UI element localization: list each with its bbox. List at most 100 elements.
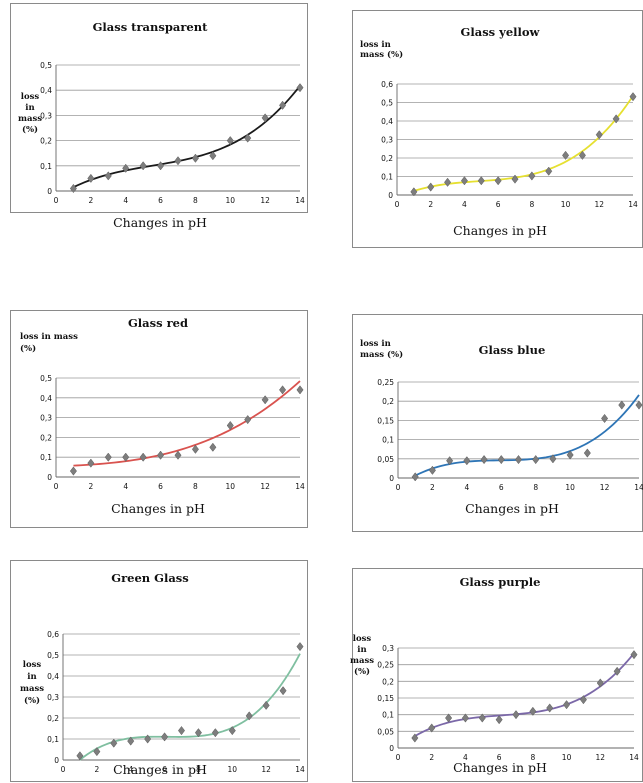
glass-yellow-y-axis-label: loss in xyxy=(360,40,391,50)
glass-blue-trend-line xyxy=(414,394,640,477)
glass-red-y-tick-label: 0,3 xyxy=(40,414,52,423)
glass-purple-y-tick-label: 0 xyxy=(389,744,394,753)
green-glass-y-tick-label: 0,3 xyxy=(47,693,59,702)
glass-blue-data-point xyxy=(549,454,557,464)
green-glass-data-point xyxy=(93,747,101,757)
glass-purple-data-point xyxy=(478,713,486,723)
glass-purple-x-tick-label: 2 xyxy=(429,753,434,762)
glass-blue-data-point xyxy=(446,456,454,466)
glass-purple-data-point xyxy=(613,666,621,676)
green-glass-data-point xyxy=(110,738,118,748)
glass-transparent-x-tick-label: 14 xyxy=(295,196,305,205)
green-glass-title: Green Glass xyxy=(111,571,188,585)
glass-transparent-x-tick-label: 0 xyxy=(54,196,59,205)
glass-purple-data-point xyxy=(495,715,503,725)
glass-red-data-point xyxy=(122,452,130,462)
glass-red-x-tick-label: 2 xyxy=(88,482,93,491)
glass-transparent-data-point xyxy=(209,151,217,161)
green-glass-x-tick-label: 4 xyxy=(128,765,133,774)
glass-blue-data-point xyxy=(480,454,488,465)
glass-purple-data-point xyxy=(563,700,571,710)
glass-transparent-y-tick-label: 0 xyxy=(47,187,52,196)
glass-blue-x-axis-label: Changes in pH xyxy=(465,501,559,516)
glass-yellow-y-tick-label: 0 xyxy=(388,191,393,200)
glass-transparent-x-tick-label: 12 xyxy=(260,196,270,205)
glass-blue-y-tick-label: 0,1 xyxy=(382,436,394,445)
glass-yellow-data-point xyxy=(410,187,418,197)
glass-red-frame xyxy=(10,310,308,528)
glass-transparent-y-axis-label: loss xyxy=(21,92,40,102)
glass-transparent-data-point xyxy=(244,133,252,143)
glass-blue-x-tick-label: 8 xyxy=(533,483,538,492)
glass-blue-data-point xyxy=(532,454,540,465)
glass-red-data-point xyxy=(191,444,199,454)
glass-blue-data-point xyxy=(566,450,574,460)
green-glass-x-tick-label: 12 xyxy=(261,765,271,774)
glass-red-data-point xyxy=(69,466,77,476)
glass-transparent-y-axis-label: mass xyxy=(18,114,42,124)
glass-purple-data-point xyxy=(461,713,469,723)
glass-red-trend-line xyxy=(73,380,301,467)
glass-blue-y-axis-label: loss in xyxy=(360,339,391,349)
glass-transparent-data-point xyxy=(191,153,199,163)
glass-blue-data-point xyxy=(635,400,643,410)
glass-purple-y-axis-label: (%) xyxy=(354,666,370,677)
glass-purple-y-tick-label: 0,05 xyxy=(377,727,394,736)
glass-purple-frame xyxy=(352,568,643,782)
glass-red-data-point xyxy=(157,450,165,460)
glass-red-data-point xyxy=(261,395,269,405)
glass-red-y-axis-label: loss in mass xyxy=(20,332,78,342)
glass-blue-x-tick-label: 6 xyxy=(499,483,504,492)
green-glass-data-point xyxy=(211,728,219,738)
glass-transparent-x-tick-label: 8 xyxy=(193,196,198,205)
green-glass-x-tick-label: 2 xyxy=(94,765,99,774)
glass-transparent-data-point xyxy=(157,161,165,171)
glass-yellow-x-tick-label: 0 xyxy=(395,200,400,209)
glass-transparent-frame xyxy=(10,3,308,213)
glass-blue-data-point xyxy=(601,413,609,424)
glass-red-data-point xyxy=(226,420,234,431)
glass-purple-data-point xyxy=(546,703,554,713)
glass-yellow-data-point xyxy=(528,171,536,181)
glass-blue-data-point xyxy=(463,456,471,466)
green-glass-y-tick-label: 0,6 xyxy=(47,630,59,639)
glass-purple-y-axis-label: in xyxy=(357,645,366,655)
glass-yellow-y-axis-label: mass (%) xyxy=(360,49,403,60)
glass-red-y-axis-label: (%) xyxy=(20,343,36,354)
green-glass-x-axis-label: Changes in pH xyxy=(113,762,207,777)
glass-transparent-x-axis-label: Changes in pH xyxy=(113,215,207,230)
glass-red-data-point xyxy=(244,415,252,425)
glass-yellow-x-tick-label: 2 xyxy=(428,200,433,209)
glass-purple-data-point xyxy=(411,733,419,743)
glass-red-data-point xyxy=(296,385,304,395)
glass-blue-data-point xyxy=(411,472,419,482)
glass-yellow-data-point xyxy=(612,114,620,124)
glass-blue-data-point xyxy=(618,400,626,410)
glass-transparent-data-point xyxy=(279,100,287,110)
green-glass-data-point xyxy=(194,728,202,738)
glass-yellow-x-tick-label: 4 xyxy=(462,200,467,209)
glass-transparent-y-axis-label: (%) xyxy=(22,124,38,135)
glass-blue-title: Glass blue xyxy=(479,343,546,357)
glass-transparent-data-point xyxy=(87,173,95,183)
glass-red-x-tick-label: 6 xyxy=(158,482,163,491)
glass-purple-data-point xyxy=(596,678,604,688)
green-glass-y-tick-label: 0 xyxy=(54,756,59,765)
glass-yellow-data-point xyxy=(578,150,586,160)
green-glass-x-tick-label: 6 xyxy=(162,765,167,774)
glass-blue-x-tick-label: 4 xyxy=(464,483,469,492)
glass-transparent-data-point xyxy=(174,156,182,166)
green-glass-data-point xyxy=(161,732,169,742)
glass-purple-y-axis-label: loss xyxy=(353,634,372,644)
glass-yellow-x-tick-label: 8 xyxy=(529,200,534,209)
green-glass-data-point xyxy=(127,736,135,746)
glass-yellow-y-tick-label: 0,4 xyxy=(381,117,393,126)
green-glass-y-axis-label: in xyxy=(27,672,36,682)
glass-purple-y-axis-label: mass xyxy=(350,656,374,666)
glass-yellow-y-tick-label: 0,3 xyxy=(381,136,393,145)
glass-red-y-tick-label: 0,4 xyxy=(40,394,52,403)
glass-blue-y-tick-label: 0,05 xyxy=(377,455,394,464)
glass-transparent-x-tick-label: 6 xyxy=(158,196,163,205)
chart-panel-green-glass: 0 0,1 0,2 0,3 0,4 0,5 0,6 0 2 4 6 8 10 12 14 Green Glas… xyxy=(10,560,308,782)
glass-purple-data-point xyxy=(512,710,520,720)
